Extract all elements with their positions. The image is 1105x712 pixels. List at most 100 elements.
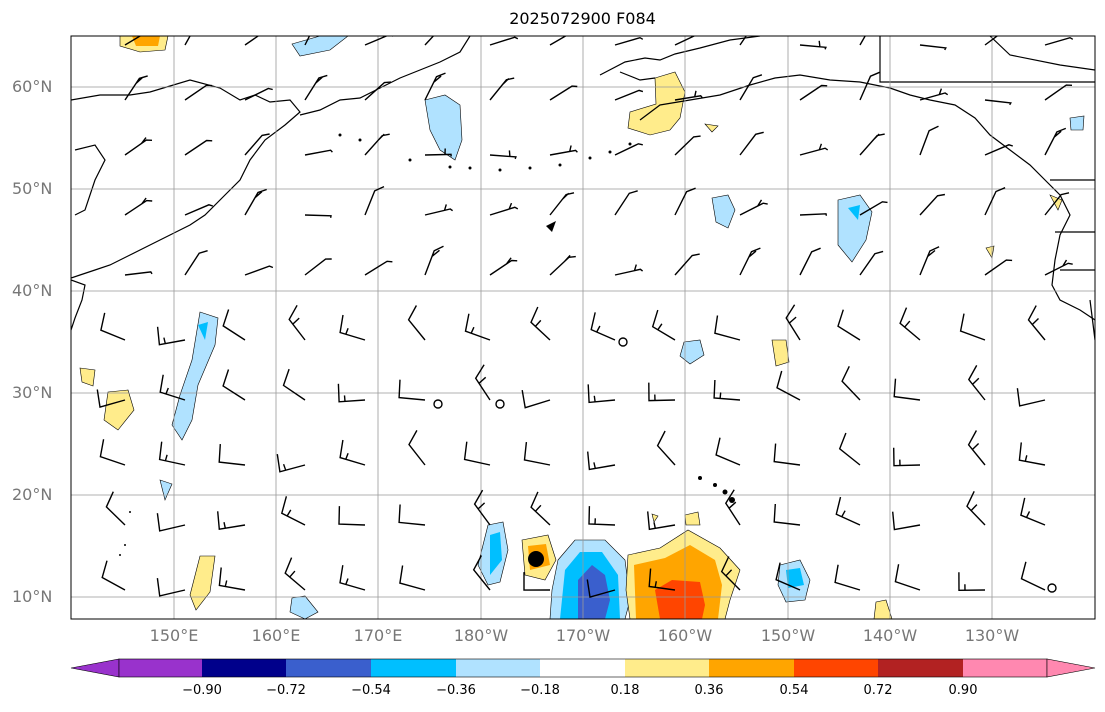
wind-barb xyxy=(472,555,491,591)
wind-barb xyxy=(713,379,741,401)
colorbar-extend-high xyxy=(1046,658,1096,678)
wind-barb xyxy=(474,364,491,401)
colorbar-tick: 0.72 xyxy=(863,683,893,698)
wind-barb xyxy=(549,192,575,216)
wind-barb xyxy=(407,305,426,341)
islands xyxy=(119,133,735,556)
colorbar-tick: 0.90 xyxy=(948,683,978,698)
wind-barb xyxy=(399,565,426,591)
wind-barb xyxy=(549,36,567,46)
wind-barb xyxy=(894,564,921,591)
wind-barb xyxy=(364,260,393,276)
wind-barb xyxy=(304,36,311,46)
wind-barb xyxy=(799,213,828,216)
wind-barb xyxy=(614,190,638,216)
lat-label-20n: 20°N xyxy=(12,485,53,504)
wind-barbs xyxy=(96,36,1074,598)
wind-barb xyxy=(715,437,741,466)
wind-barb xyxy=(984,99,1012,106)
wind-barb xyxy=(424,148,452,157)
colorbar-segment xyxy=(456,659,540,677)
wind-barb xyxy=(674,36,696,46)
wind-barb xyxy=(984,144,1014,156)
wind-barb xyxy=(984,259,1013,276)
wind-barb xyxy=(959,313,986,341)
lon-label-160w: 160°W xyxy=(657,626,713,645)
lat-label-50n: 50°N xyxy=(12,179,53,198)
wind-barb xyxy=(966,490,986,526)
wind-barb xyxy=(184,139,213,156)
wind-barb xyxy=(838,432,861,466)
wind-barb xyxy=(656,430,676,466)
colorbar-extend-low xyxy=(70,658,120,678)
wind-barb xyxy=(919,193,946,216)
lon-label-170w: 170°W xyxy=(555,626,611,645)
wind-barb xyxy=(739,199,768,216)
wind-barb xyxy=(859,36,866,46)
wind-barb xyxy=(1020,561,1046,591)
wind-barb xyxy=(586,579,616,598)
wind-barb xyxy=(1044,84,1073,101)
wind-barb xyxy=(276,453,306,473)
wind-barb xyxy=(408,430,426,466)
coastlines xyxy=(71,36,1095,341)
wind-barb xyxy=(222,369,246,401)
colorbar-tick: 0.18 xyxy=(610,683,640,698)
wind-barb xyxy=(859,201,888,216)
colorbar-tick: −0.90 xyxy=(182,683,222,698)
pennant-marker xyxy=(546,221,556,232)
wind-barb xyxy=(530,491,551,526)
colorbar-segment xyxy=(371,659,456,677)
wind-barb xyxy=(614,264,644,276)
colorbar-segment xyxy=(540,659,625,677)
wind-barb xyxy=(1044,192,1070,216)
wind-barb xyxy=(739,36,747,46)
wind-barb xyxy=(967,430,986,466)
wind-barb xyxy=(859,133,885,156)
colorbar-tick: −0.18 xyxy=(520,683,560,698)
wind-barb xyxy=(674,135,701,156)
wind-barb xyxy=(101,560,126,591)
wind-barb xyxy=(984,187,1006,216)
wind-barb xyxy=(184,250,208,276)
wind-barb xyxy=(364,133,390,156)
wind-barb xyxy=(398,379,426,401)
map-frame xyxy=(70,35,1096,620)
colorbar-segment xyxy=(878,659,963,677)
colorbar-segment xyxy=(119,659,202,677)
wind-barb xyxy=(835,496,861,526)
wind-barb xyxy=(244,133,270,156)
lon-label-170e: 170°E xyxy=(353,626,403,645)
wind-barb xyxy=(99,439,126,466)
wind-barb xyxy=(893,447,921,467)
wind-barb xyxy=(156,513,186,532)
wind-barb xyxy=(158,441,186,466)
colorbar-tick: −0.54 xyxy=(351,683,391,698)
wind-barb xyxy=(967,365,986,401)
wind-barb xyxy=(841,365,861,401)
storm-center-marker xyxy=(528,551,544,567)
wind-barb xyxy=(244,36,260,46)
wind-barb xyxy=(124,197,153,216)
lon-label-180w: 180°W xyxy=(453,626,509,645)
graticule xyxy=(71,36,1095,619)
wind-barb xyxy=(837,309,861,341)
wind-barb xyxy=(739,131,764,156)
wind-barb xyxy=(364,36,393,46)
wind-barb xyxy=(773,503,801,526)
wind-barb xyxy=(739,74,763,101)
wind-barb xyxy=(244,188,267,216)
map-title: 2025072900 F084 xyxy=(509,9,656,28)
wind-barb xyxy=(288,304,306,341)
colorbar-segment xyxy=(202,659,286,677)
colorbar-tick: −0.36 xyxy=(436,683,476,698)
wind-barb xyxy=(96,389,126,408)
lon-label-130w: 130°W xyxy=(964,626,1020,645)
wind-barb xyxy=(304,258,332,276)
wind-barb xyxy=(105,491,126,526)
colorbar-tick: 0.54 xyxy=(779,683,809,698)
wind-barb xyxy=(304,214,332,218)
wind-barb xyxy=(156,578,186,597)
colorbar-segment xyxy=(794,659,878,677)
